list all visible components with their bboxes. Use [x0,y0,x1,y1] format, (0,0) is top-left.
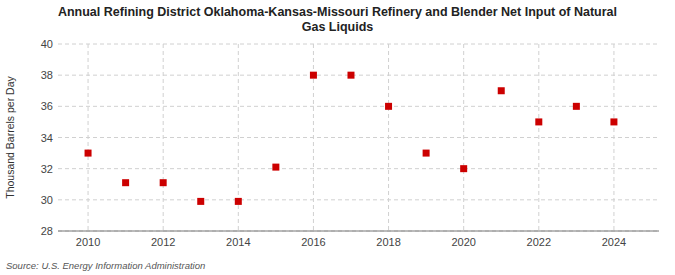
point [122,179,129,186]
x-tick-label: 2024 [602,236,626,248]
grid-line-x [538,44,539,231]
point [498,87,505,94]
grid-line-y [58,75,659,76]
grid-line-y [58,231,659,232]
x-tick-label: 2010 [76,236,100,248]
point [385,103,392,110]
x-tick-label: 2018 [376,236,400,248]
point [85,150,92,157]
title: Annual Refining District Oklahoma-Kansas… [58,5,617,34]
point [310,72,317,79]
point [235,198,242,205]
x-tick-label: 2016 [301,236,325,248]
x-tick-label: 2020 [451,236,475,248]
x-tick-label: 2012 [151,236,175,248]
grid-line-y [58,44,659,45]
point [535,118,542,125]
point [347,72,354,79]
grid-line-y [58,106,659,107]
y-tick-label: 36 [41,100,53,112]
point [197,198,204,205]
grid-line-x [163,44,164,231]
x-axis-line [58,231,659,232]
grid-line-y [58,137,659,138]
x-tick-label: 2014 [226,236,250,248]
point [573,103,580,110]
grid-line-x [613,44,614,231]
grid-line-y [58,168,659,169]
grid-line-x [463,44,464,231]
point [272,164,279,171]
point [423,150,430,157]
y-tick-label: 40 [41,38,53,50]
grid [58,44,659,231]
y-axis-label: Thousand Barrels per Day [4,75,16,198]
y-tick-label: 28 [41,225,53,237]
source-note: Source: U.S. Energy Information Administ… [6,260,205,271]
grid-line-y [58,199,659,200]
grid-line-x [388,44,389,231]
y-tick-label: 34 [41,132,53,144]
x-tick-label: 2022 [527,236,551,248]
point [460,165,467,172]
y-tick-label: 32 [41,163,53,175]
y-tick-label: 30 [41,194,53,206]
points [85,72,618,205]
y-tick-label: 38 [41,69,53,81]
grid-line-x [88,44,89,231]
point [610,118,617,125]
chart: Annual Refining District Oklahoma-Kansas… [0,0,675,275]
point [160,179,167,186]
